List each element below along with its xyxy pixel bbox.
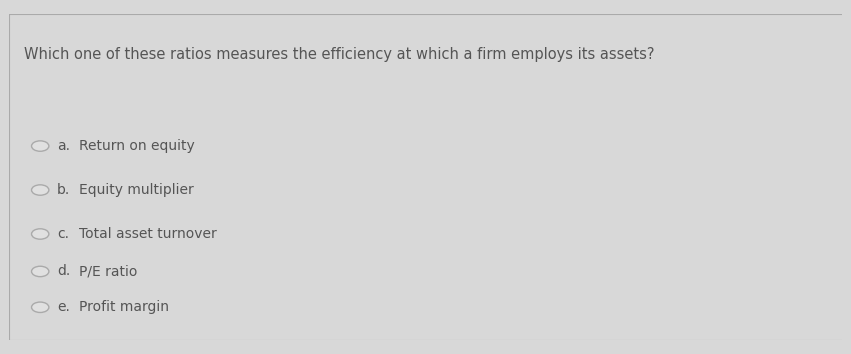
Text: e.: e.	[57, 300, 70, 314]
Text: Total asset turnover: Total asset turnover	[79, 227, 217, 241]
Text: d.: d.	[57, 264, 70, 279]
Ellipse shape	[31, 229, 49, 239]
Text: Which one of these ratios measures the efficiency at which a firm employs its as: Which one of these ratios measures the e…	[24, 47, 654, 62]
Text: a.: a.	[57, 139, 70, 153]
Ellipse shape	[31, 141, 49, 151]
Ellipse shape	[31, 302, 49, 313]
Text: Equity multiplier: Equity multiplier	[79, 183, 194, 197]
Text: P/E ratio: P/E ratio	[79, 264, 138, 279]
Text: b.: b.	[57, 183, 70, 197]
Ellipse shape	[31, 266, 49, 277]
Text: c.: c.	[57, 227, 69, 241]
Text: Return on equity: Return on equity	[79, 139, 195, 153]
Text: Profit margin: Profit margin	[79, 300, 169, 314]
Ellipse shape	[31, 185, 49, 195]
